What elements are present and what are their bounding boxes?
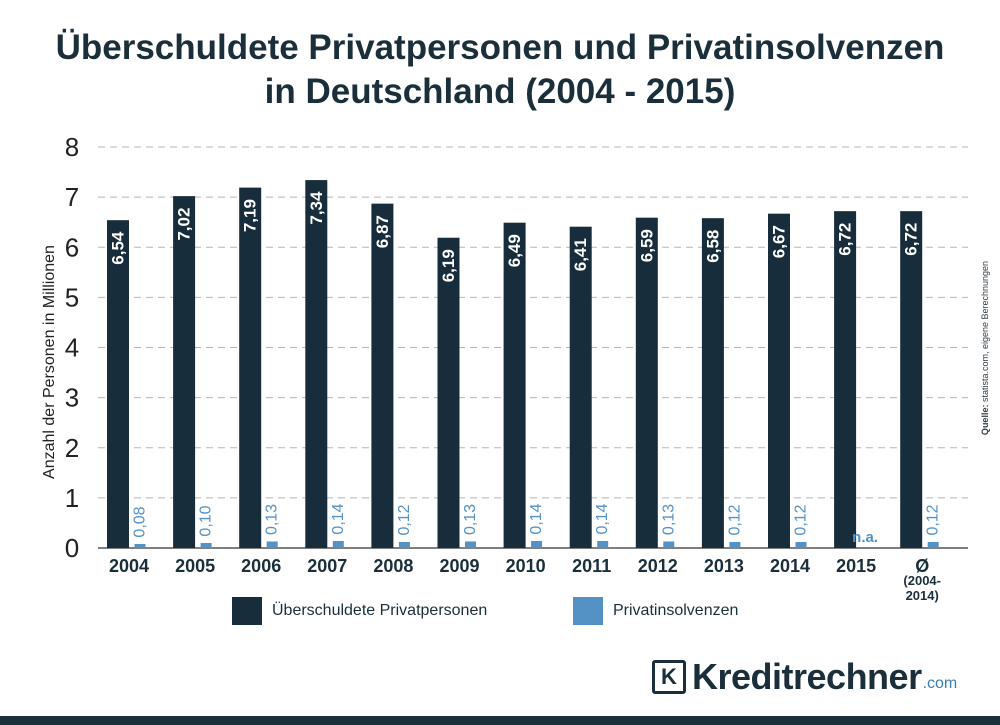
brand-tld: .com: [922, 675, 958, 692]
bar-privatinsolvenzen: [663, 541, 675, 548]
x-tick-label: Ø: [915, 556, 929, 576]
bar-label-ueberschuldete: 6,87: [373, 215, 392, 248]
bar-ueberschuldete: [503, 222, 526, 548]
bar-ueberschuldete: [834, 211, 857, 548]
x-tick-label: (2004-: [903, 573, 941, 588]
bar-label-ueberschuldete: 6,59: [637, 229, 656, 262]
bar-privatinsolvenzen: [266, 541, 278, 548]
bar-label-privatinsolvenzen: 0,12: [396, 504, 413, 535]
x-tick-label: 2012: [638, 556, 678, 576]
x-tick-label: 2014): [906, 588, 939, 603]
bar-ueberschuldete: [107, 220, 129, 548]
x-tick-label: 2009: [439, 556, 479, 576]
source-note: Quelle: statista.com, eigene Berechnunge…: [980, 261, 990, 435]
y-tick-label: 2: [65, 433, 79, 463]
source-text: statista.com, eigene Berechnungen: [980, 260, 990, 403]
bar-label-ueberschuldete: 6,72: [902, 223, 921, 256]
y-tick-label: 3: [65, 383, 79, 413]
bar-ueberschuldete: [635, 217, 658, 548]
bar-label-ueberschuldete: 6,54: [109, 231, 128, 265]
y-tick-label: 4: [65, 333, 79, 363]
bar-label-ueberschuldete: 7,19: [241, 199, 260, 232]
bar-label-ueberschuldete: 6,67: [770, 225, 789, 258]
bar-ueberschuldete: [569, 226, 592, 549]
legend-item-privatinsolvenzen: Privatinsolvenzen: [573, 597, 738, 625]
bar-label-privatinsolvenzen: 0,13: [264, 504, 281, 535]
legend-item-ueberschuldete: Überschuldete Privatpersonen: [232, 597, 487, 625]
x-tick-label: 2014: [770, 556, 810, 576]
bar-label-privatinsolvenzen: 0,08: [132, 506, 149, 537]
bar-label-ueberschuldete: 6,58: [703, 230, 722, 263]
legend-swatch-dark: [232, 597, 262, 625]
x-tick-label: 2015: [836, 556, 876, 576]
bar-label-privatinsolvenzen: 0,12: [793, 504, 810, 535]
y-tick-label: 5: [65, 282, 79, 312]
y-tick-label: 7: [65, 182, 79, 212]
legend-label-ueberschuldete: Überschuldete Privatpersonen: [272, 602, 488, 619]
bar-label-ueberschuldete: 6,19: [439, 249, 458, 282]
bar-label-privatinsolvenzen: 0,10: [198, 505, 215, 536]
legend-label-privatinsolvenzen: Privatinsolvenzen: [613, 602, 739, 619]
y-tick-label: 8: [65, 132, 79, 162]
bar-ueberschuldete: [305, 180, 328, 548]
bar-ueberschuldete: [900, 211, 923, 548]
y-axis-label: Anzahl der Personen in Millionen: [41, 245, 58, 479]
bar-label-ueberschuldete: 7,34: [307, 191, 326, 225]
bar-ueberschuldete: [239, 187, 262, 548]
brand-name: Kreditrechner: [692, 656, 922, 697]
bottom-bar: [0, 716, 1000, 725]
legend-swatch-light: [573, 597, 603, 625]
bar-label-privatinsolvenzen: 0,13: [462, 504, 479, 535]
bar-label-privatinsolvenzen-na: n.a.: [852, 529, 878, 546]
bar-ueberschuldete: [437, 237, 460, 548]
x-tick-label: 2013: [704, 556, 744, 576]
x-tick-label: 2007: [307, 556, 347, 576]
bar-label-privatinsolvenzen: 0,14: [528, 503, 545, 534]
bar-privatinsolvenzen: [332, 540, 344, 548]
x-tick-label: 2004: [109, 556, 149, 576]
chart-title-line-2: in Deutschland (2004 - 2015): [264, 72, 736, 111]
source-label: Quelle:: [980, 404, 990, 436]
bar-ueberschuldete: [701, 218, 724, 549]
y-tick-label: 0: [65, 533, 79, 563]
y-tick-label: 1: [65, 483, 79, 513]
bar-label-privatinsolvenzen: 0,14: [594, 503, 611, 534]
bar-label-ueberschuldete: 6,41: [571, 238, 590, 271]
x-tick-label: 2010: [506, 556, 546, 576]
y-tick-label: 6: [65, 232, 79, 262]
bar-privatinsolvenzen: [531, 540, 543, 548]
bar-ueberschuldete: [371, 203, 394, 549]
bar-label-privatinsolvenzen: 0,12: [925, 504, 942, 535]
bar-label-ueberschuldete: 6,49: [505, 234, 524, 267]
chart-title-line-1: Überschuldete Privatpersonen und Privati…: [55, 28, 945, 67]
bar-privatinsolvenzen: [597, 540, 609, 548]
bar-label-ueberschuldete: 7,02: [175, 208, 194, 241]
bar-privatinsolvenzen: [200, 542, 212, 548]
bar-label-ueberschuldete: 6,72: [836, 223, 855, 256]
bar-label-privatinsolvenzen: 0,14: [330, 503, 347, 534]
x-tick-label: 2005: [175, 556, 215, 576]
kreditrechner-logo-icon: K: [652, 660, 686, 694]
brand-logo: K Kreditrechner .com: [652, 656, 957, 698]
bar-privatinsolvenzen: [927, 541, 939, 548]
bar-label-privatinsolvenzen: 0,13: [660, 504, 677, 535]
bar-ueberschuldete: [173, 196, 196, 548]
x-tick-label: 2011: [572, 556, 611, 576]
bar-ueberschuldete: [768, 213, 790, 548]
bar-privatinsolvenzen: [729, 541, 741, 548]
bar-privatinsolvenzen: [795, 541, 807, 548]
bar-label-privatinsolvenzen: 0,12: [726, 504, 743, 535]
x-tick-label: 2006: [241, 556, 281, 576]
bar-privatinsolvenzen: [465, 541, 476, 548]
x-tick-label: 2008: [373, 556, 413, 576]
bar-privatinsolvenzen: [134, 543, 146, 548]
bar-privatinsolvenzen: [398, 541, 410, 548]
